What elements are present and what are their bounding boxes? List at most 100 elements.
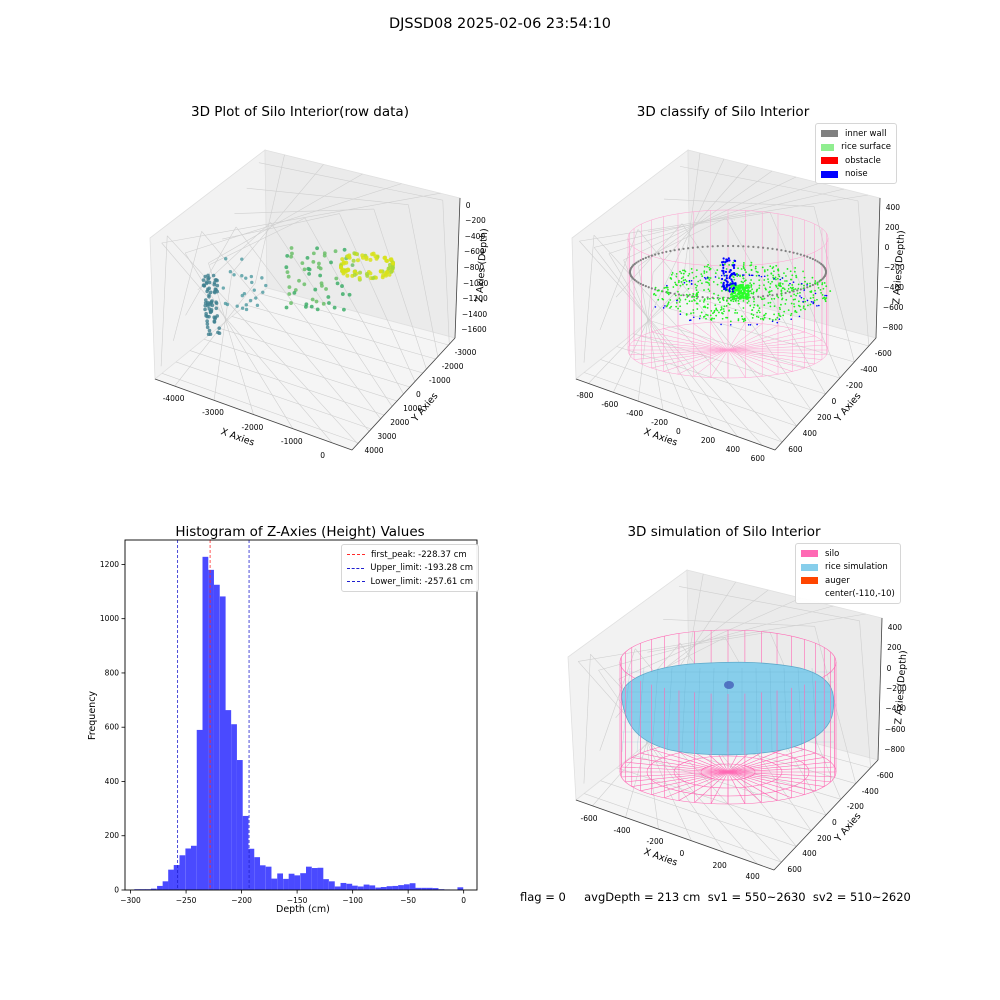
- rice-point: [750, 261, 753, 264]
- noise-point: [692, 316, 695, 319]
- rice-point: [719, 297, 721, 300]
- data-point: [340, 284, 344, 288]
- histogram-bar: [294, 875, 301, 890]
- rice-point: [712, 297, 715, 300]
- rice-point: [764, 312, 767, 315]
- rice-point: [787, 287, 790, 290]
- rice-point: [679, 310, 682, 313]
- rice-point: [706, 314, 709, 317]
- wall-point: [752, 245, 755, 248]
- wall-point: [747, 245, 750, 248]
- rice-point: [729, 320, 732, 323]
- rice-point: [705, 271, 708, 273]
- rice-point: [769, 265, 772, 268]
- panel2-ztick: −800: [882, 323, 903, 332]
- panel1-ztick: −800: [463, 263, 485, 272]
- rice-point: [790, 302, 793, 305]
- rice-point: [791, 284, 794, 286]
- x-tick-label: −100: [342, 896, 363, 905]
- panel1-xtick: -4000: [162, 394, 185, 404]
- rice-point: [708, 290, 711, 292]
- panel1-ytick: -1000: [428, 376, 451, 385]
- rice-point: [763, 304, 766, 307]
- data-point: [326, 295, 331, 299]
- rice-point: [742, 307, 745, 309]
- rice-point: [728, 303, 731, 306]
- noise-point: [810, 300, 813, 303]
- noise-point: [800, 282, 803, 285]
- noise-point: [798, 315, 801, 318]
- x-tick-label: −200: [231, 896, 252, 905]
- rice-point: [693, 296, 696, 298]
- wall-point: [647, 286, 650, 289]
- rice-point: [735, 286, 739, 289]
- rice-point: [777, 284, 780, 286]
- data-point: [334, 276, 339, 281]
- data-point: [300, 261, 305, 266]
- rice-point: [719, 301, 721, 304]
- histogram-bar: [208, 569, 214, 890]
- rice-point: [669, 306, 671, 309]
- rice-point: [742, 300, 745, 302]
- silo-wireframe-line: [651, 349, 729, 369]
- silo-wireframe-line: [663, 328, 729, 351]
- data-point: [352, 272, 357, 277]
- data-point: [206, 287, 210, 292]
- wall-point: [811, 257, 814, 261]
- rice-point: [752, 291, 755, 294]
- wall-point: [799, 253, 802, 256]
- wall-point: [766, 294, 769, 297]
- rice-point: [750, 268, 753, 271]
- panel4-xtick: 0: [679, 848, 685, 858]
- histogram-bar: [363, 884, 370, 890]
- data-point: [346, 254, 351, 259]
- wall-point: [816, 260, 819, 263]
- rice-point: [742, 265, 745, 268]
- y-tick-label: 800: [105, 668, 120, 677]
- data-point: [207, 328, 212, 333]
- rice-point: [821, 283, 824, 286]
- wall-point: [752, 296, 755, 299]
- panel4-xtick: -400: [613, 825, 631, 835]
- rice-point: [705, 281, 708, 283]
- silo-wireframe-line: [663, 349, 729, 372]
- rice-point: [767, 278, 769, 281]
- data-point: [360, 255, 365, 260]
- rice-point: [667, 288, 669, 291]
- rice-point: [690, 268, 693, 270]
- rice-point: [734, 309, 737, 312]
- rice-point: [754, 265, 757, 268]
- wall-point: [642, 283, 645, 287]
- data-point: [242, 291, 247, 296]
- rice-point: [678, 279, 680, 282]
- rice-point: [769, 286, 771, 289]
- rice-point: [816, 283, 819, 286]
- rice-point: [679, 270, 681, 273]
- rice-point: [741, 296, 744, 299]
- rice-point: [819, 279, 822, 282]
- rice-point: [728, 264, 731, 266]
- rice-point: [716, 309, 719, 312]
- noise-point: [721, 269, 724, 272]
- rice-point: [675, 301, 678, 304]
- rice-point: [783, 310, 786, 313]
- noise-point: [825, 294, 828, 297]
- rice-point: [686, 302, 689, 305]
- legend-inner-wall: inner wall: [821, 127, 891, 141]
- rice-point: [767, 281, 770, 283]
- panel4-ztick: 200: [887, 643, 902, 653]
- x-tick-label: 0: [461, 896, 466, 905]
- rice-point: [797, 287, 800, 290]
- rice-point: [666, 304, 669, 307]
- noise-point: [705, 278, 707, 280]
- noise-point: [800, 296, 803, 299]
- panel1-xtick: -3000: [202, 408, 224, 418]
- rice-point: [696, 284, 698, 287]
- rice-point: [699, 315, 702, 317]
- rice-point: [660, 290, 663, 293]
- rice-point: [718, 311, 720, 314]
- noise-point: [664, 305, 666, 307]
- silo-wireframe-line: [727, 344, 827, 351]
- rice-point: [701, 275, 704, 278]
